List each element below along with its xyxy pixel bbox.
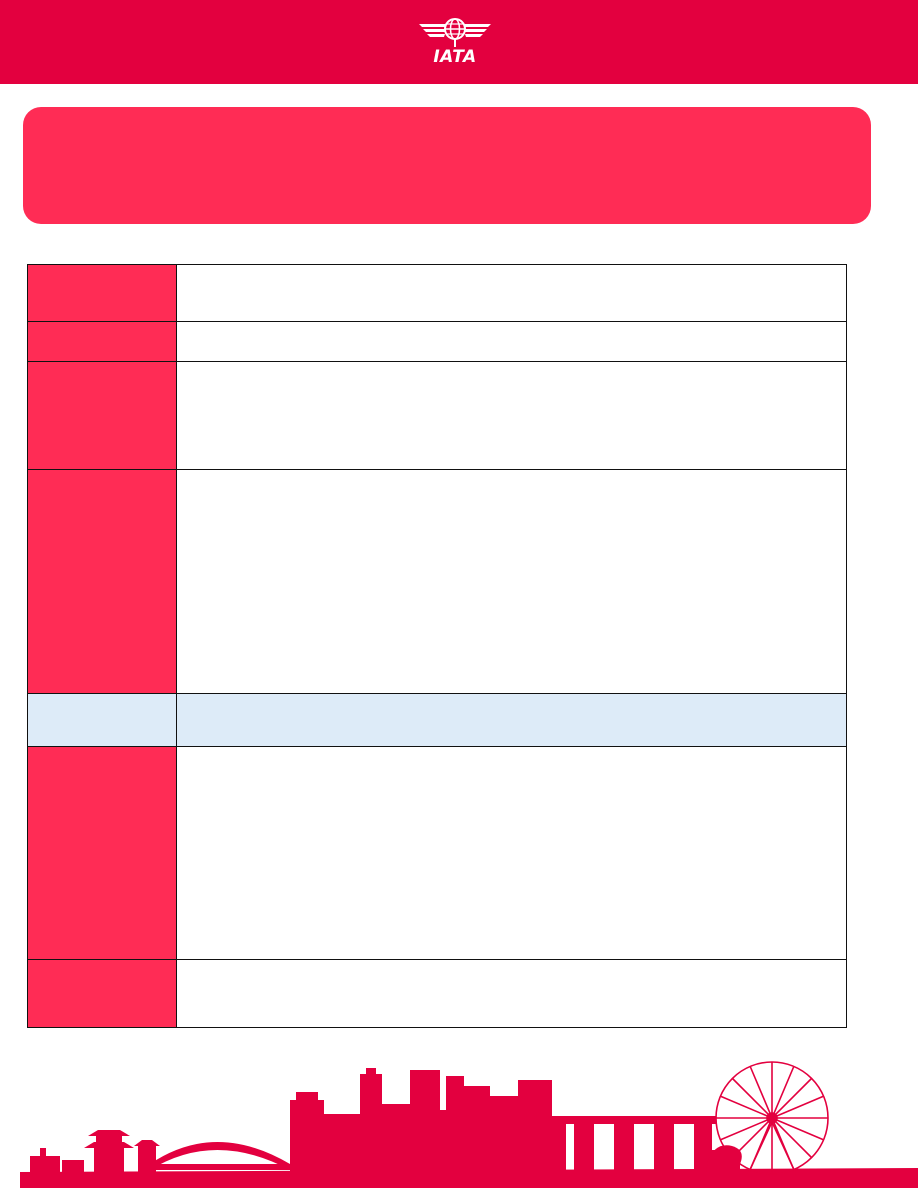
table-row xyxy=(27,361,847,470)
iata-globe-wings-icon xyxy=(419,18,491,47)
table-row xyxy=(27,746,847,960)
row-value-cell xyxy=(176,469,847,694)
row-label-cell xyxy=(27,321,177,362)
row-value-cell xyxy=(176,361,847,470)
row-label-cell xyxy=(27,469,177,694)
table-row xyxy=(27,321,847,362)
iata-logo: IATA xyxy=(417,15,493,67)
iata-logo-text: IATA xyxy=(433,47,477,67)
row-value-cell xyxy=(176,746,847,960)
table-row xyxy=(27,693,847,747)
row-label-cell xyxy=(27,264,177,322)
table-row xyxy=(27,264,847,322)
row-value-cell xyxy=(176,321,847,362)
singapore-skyline-illustration xyxy=(20,1061,918,1188)
table-row xyxy=(27,469,847,694)
row-value-cell xyxy=(176,959,847,1028)
row-label-cell xyxy=(27,746,177,960)
row-value-cell xyxy=(176,264,847,322)
row-label-cell xyxy=(27,361,177,470)
header-band: IATA xyxy=(0,0,918,84)
info-table xyxy=(27,264,847,1028)
title-banner xyxy=(23,107,871,224)
row-label-cell xyxy=(27,693,177,747)
row-value-cell xyxy=(176,693,847,747)
table-row xyxy=(27,959,847,1028)
row-label-cell xyxy=(27,959,177,1028)
